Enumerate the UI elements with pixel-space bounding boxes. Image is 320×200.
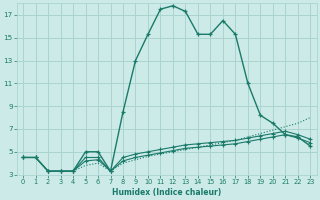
X-axis label: Humidex (Indice chaleur): Humidex (Indice chaleur) (112, 188, 221, 197)
